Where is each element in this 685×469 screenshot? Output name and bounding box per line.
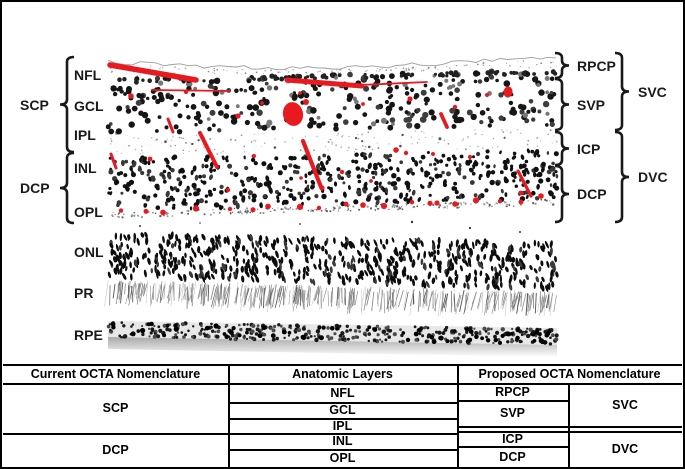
table-cell-current-scp: SCP xyxy=(102,401,129,415)
table-cell-proposed-icp: ICP xyxy=(502,431,523,446)
table-line xyxy=(228,433,457,435)
table-cell-proposed-dcp: DCP xyxy=(499,449,526,464)
table-line xyxy=(228,449,457,451)
layer-label-pr: PR xyxy=(74,285,94,301)
layer-label-ipl: IPL xyxy=(74,127,96,143)
plexus-label-dcp: DCP xyxy=(20,180,50,196)
layer-label-opl: OPL xyxy=(74,204,103,220)
table-line xyxy=(228,402,457,404)
table-line xyxy=(457,446,568,448)
table-cell-anatomic-nfl: NFL xyxy=(330,385,355,400)
complex-label-svc: SVC xyxy=(638,83,667,100)
table-line xyxy=(3,364,682,366)
layer-label-inl: INL xyxy=(74,160,97,176)
table-line xyxy=(3,433,228,435)
plexus-label-rpcp: RPCP xyxy=(577,57,616,74)
table-cell-anatomic-opl: OPL xyxy=(329,451,356,465)
table-line xyxy=(457,364,459,467)
layer-label-rpe: RPE xyxy=(74,327,103,343)
table-cell-anatomic-ipl: IPL xyxy=(332,418,353,433)
table-cell-anatomic-gcl: GCL xyxy=(329,403,356,417)
table-line xyxy=(228,418,457,420)
table-line xyxy=(3,383,682,385)
table-line xyxy=(568,383,570,467)
plexus-label-scp: SCP xyxy=(20,97,49,113)
table-cell-anatomic-inl: INL xyxy=(332,434,353,448)
table-line xyxy=(457,400,568,402)
layer-label-onl: ONL xyxy=(74,244,104,260)
table-header-proposed-octa: Proposed OCTA Nomenclature xyxy=(478,366,661,381)
plexus-label-dcp: DCP xyxy=(577,186,607,202)
table-cell-proposed-dvc: DVC xyxy=(611,442,639,456)
plexus-label-icp: ICP xyxy=(577,140,601,157)
layer-label-gcl: GCL xyxy=(74,98,104,114)
table-header-current-octa: Current OCTA Nomenclature xyxy=(30,366,201,381)
table-cell-proposed-svp: SVP xyxy=(499,406,525,420)
annotation-braces xyxy=(59,51,630,225)
table-cell-current-dcp: DCP xyxy=(102,443,129,457)
plexus-label-svp: SVP xyxy=(577,96,606,113)
table-cell-proposed-svc: SVC xyxy=(612,397,638,412)
complex-label-dvc: DVC xyxy=(638,169,668,185)
layer-label-nfl: NFL xyxy=(74,67,102,83)
table-header-anatomic-layers: Anatomic Layers xyxy=(292,366,393,381)
table-cell-proposed-rpcp: RPCP xyxy=(495,384,530,399)
table-line xyxy=(228,364,230,467)
